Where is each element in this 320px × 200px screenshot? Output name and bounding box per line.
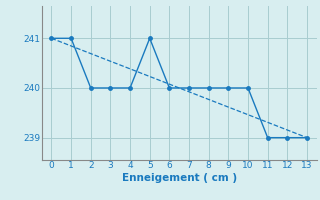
X-axis label: Enneigement ( cm ): Enneigement ( cm ) bbox=[122, 173, 237, 183]
